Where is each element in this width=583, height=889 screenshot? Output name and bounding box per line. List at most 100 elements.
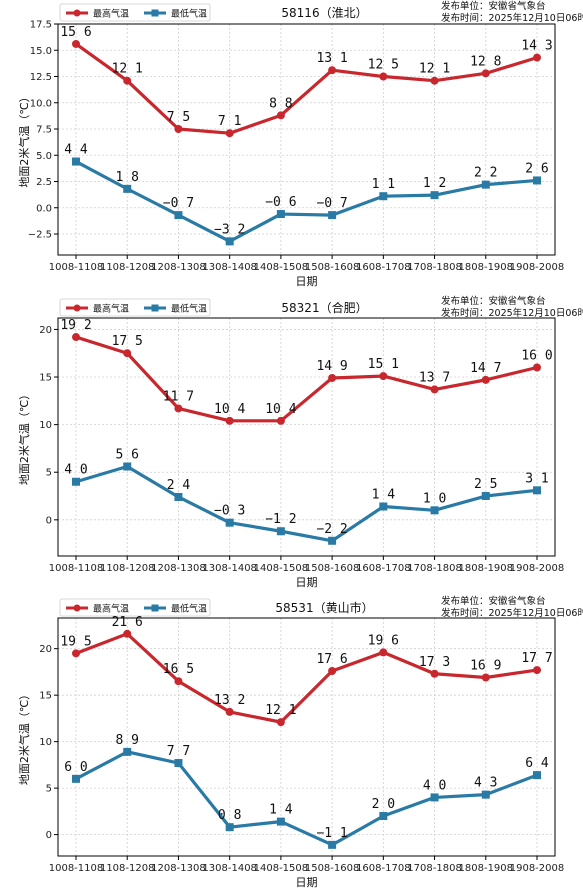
legend-max-label: 最高气温 — [93, 303, 129, 315]
publish-time-label: 发布时间：2025年12月10日06时 — [441, 307, 583, 319]
chart-panel-2: 最高气温 最低气温 58321（合肥） 发布单位：安徽省气象台发布时间：2025年12… — [17, 295, 583, 589]
legend: 最高气温 最低气温 — [59, 3, 211, 22]
data-label: 2 2 — [474, 166, 497, 181]
data-label: 16 9 — [470, 659, 501, 674]
chart-title: 58531（黄山市） — [275, 600, 373, 615]
y-tick-label: 12.5 — [30, 72, 52, 83]
chart-panel-3: 最高气温 最低气温 58531（黄山市） 发布单位：安徽省气象台发布时间：2025年1… — [17, 595, 583, 889]
data-label: 14 7 — [470, 361, 501, 376]
data-label: −1 1 — [316, 826, 347, 841]
data-point — [72, 649, 80, 658]
series-line — [75, 632, 538, 724]
x-tick-label: 1708-1808 — [407, 563, 462, 574]
data-label: 21 6 — [112, 615, 143, 630]
x-axis-title: 日期 — [296, 275, 318, 288]
publisher-label: 发布单位：安徽省气象台 — [441, 0, 546, 12]
legend-min-marker — [151, 604, 159, 612]
legend-frame — [59, 598, 211, 617]
plot-frame — [57, 317, 556, 557]
data-point — [123, 462, 132, 471]
publish-time-label: 发布时间：2025年12月10日06时 — [441, 607, 583, 619]
data-label: 12 1 — [419, 62, 450, 77]
y-tick-label: 0 — [46, 515, 52, 526]
data-label: 19 6 — [368, 633, 399, 648]
x-tick-label: 1908-2008 — [510, 262, 565, 273]
x-tick-label: 1008-1108 — [49, 563, 104, 574]
data-label: 11 7 — [163, 389, 194, 404]
data-label: 2 0 — [372, 797, 395, 812]
data-point — [225, 518, 234, 527]
data-label: −0 6 — [265, 195, 296, 210]
y-tick-label: 5 — [46, 468, 52, 479]
y-tick-label: 2.5 — [36, 177, 52, 188]
y-tick-label: 0.0 — [36, 203, 52, 214]
data-point — [430, 76, 439, 85]
data-label: 12 1 — [112, 62, 143, 77]
x-tick-label: 1908-2008 — [510, 563, 565, 574]
x-tick-label: 1208-1308 — [151, 262, 206, 273]
data-point — [533, 771, 541, 780]
data-label: 16 0 — [521, 349, 552, 364]
y-tick-label: 15.0 — [30, 46, 52, 57]
legend-min-label: 最低气温 — [171, 303, 207, 315]
y-tick-label: 10.0 — [30, 98, 52, 109]
data-label: −3 2 — [214, 222, 245, 237]
data-point — [481, 492, 490, 501]
x-tick-label: 1208-1308 — [151, 863, 206, 874]
x-tick-label: 1108-1208 — [100, 563, 155, 574]
data-label: 6 0 — [64, 760, 87, 775]
data-label: 8 9 — [115, 733, 138, 748]
data-point — [379, 812, 388, 821]
data-label: 10 4 — [214, 402, 245, 417]
data-point — [276, 527, 285, 536]
series-max: 19 2 17 5 11 7 10 4 10 4 14 9 15 1 13 7 14 7 16 0 — [60, 318, 553, 425]
data-point — [174, 759, 183, 768]
legend-max-marker — [73, 304, 81, 312]
data-point — [533, 363, 541, 372]
data-label: −0 7 — [316, 196, 347, 211]
y-tick-label: 0 — [46, 830, 52, 841]
x-tick-label: 1508-1608 — [305, 563, 360, 574]
legend-min-marker — [151, 304, 159, 312]
data-label: 16 5 — [163, 662, 194, 677]
data-label: 1 4 — [269, 803, 293, 818]
data-label: 5 6 — [115, 448, 138, 463]
data-point — [379, 372, 388, 381]
data-label: 13 1 — [316, 51, 347, 66]
data-label: 4 0 — [64, 463, 87, 478]
plot-frame — [57, 617, 556, 857]
data-label: 1 8 — [115, 170, 138, 185]
y-tick-label: 7.5 — [36, 125, 52, 136]
legend-max-label: 最高气温 — [93, 603, 129, 615]
data-label: 19 5 — [60, 634, 91, 649]
data-label: 12 1 — [265, 703, 296, 718]
y-axis-title: 地面2米气温（℃） — [17, 389, 31, 485]
data-point — [481, 69, 490, 78]
data-point — [174, 492, 183, 501]
series-min: 4 0 5 6 2 4 −0 3 −1 2 −2 2 1 4 1 0 2 5 3 1 — [64, 448, 549, 545]
data-point — [123, 747, 132, 756]
series-max: 19 5 21 6 16 5 13 2 12 1 17 6 19 6 17 3 16 9 17 7 — [60, 615, 553, 727]
data-label: 15 6 — [60, 25, 91, 40]
series-line — [75, 750, 538, 847]
data-point — [328, 536, 337, 545]
data-point — [123, 184, 132, 193]
x-axis-title: 日期 — [296, 576, 318, 589]
data-label: 15 1 — [368, 357, 399, 372]
y-tick-label: 5.0 — [36, 151, 52, 162]
data-point — [72, 157, 80, 166]
y-tick-label: 20 — [39, 644, 52, 655]
data-label: 1 0 — [423, 491, 446, 506]
data-label: 17 7 — [521, 651, 552, 666]
x-axis-title: 日期 — [296, 876, 318, 889]
data-label: 0 8 — [218, 808, 241, 823]
data-point — [328, 211, 337, 220]
data-point — [481, 673, 490, 682]
data-point — [328, 840, 337, 849]
series-min: 4 4 1 8 −0 7 −3 2 −0 6 −0 7 1 1 1 2 2 2 2 6 — [64, 143, 549, 246]
data-point — [174, 211, 183, 220]
publisher-label: 发布单位：安徽省气象台 — [441, 595, 546, 607]
x-tick-label: 1008-1108 — [49, 863, 104, 874]
data-point — [481, 375, 490, 384]
series-line — [75, 42, 538, 135]
